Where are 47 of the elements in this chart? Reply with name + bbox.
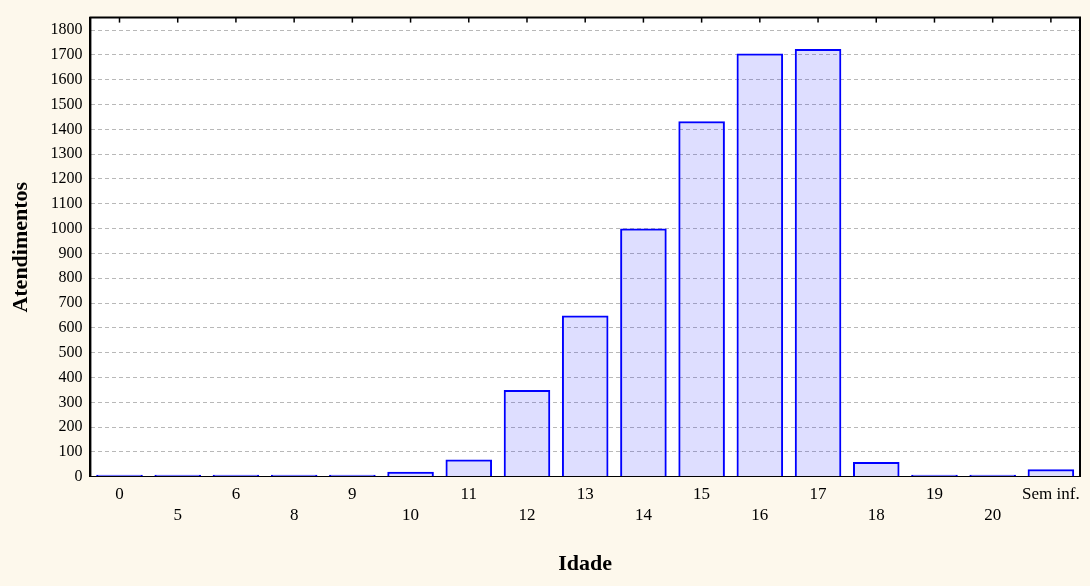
y-tick-label: 1000 bbox=[50, 218, 83, 236]
y-tick-label: 800 bbox=[58, 268, 83, 286]
y-tick-label: 1800 bbox=[50, 20, 83, 38]
bar bbox=[561, 315, 609, 477]
x-tick-label: 5 bbox=[173, 504, 182, 524]
x-tick-label: 11 bbox=[460, 484, 477, 504]
x-tick-label: 17 bbox=[809, 484, 828, 504]
y-axis-title: Atendimentos bbox=[6, 181, 32, 313]
bar bbox=[736, 53, 784, 477]
y-tick-label: 900 bbox=[58, 243, 83, 261]
y-tick-label: 1100 bbox=[50, 193, 83, 211]
x-tick-label: 10 bbox=[402, 504, 420, 524]
x-axis-title: Idade bbox=[558, 550, 613, 576]
x-tick-label: 18 bbox=[867, 504, 885, 524]
y-tick-label: 0 bbox=[74, 467, 83, 484]
y-tick-label: 1300 bbox=[50, 144, 83, 162]
y-tick-label: 1400 bbox=[50, 119, 83, 137]
y-tick-label: 500 bbox=[58, 342, 83, 360]
y-tick-label: 1600 bbox=[50, 69, 83, 87]
bar bbox=[445, 459, 493, 477]
bar bbox=[794, 49, 842, 477]
bar bbox=[852, 461, 900, 477]
x-tick-label: Sem inf. bbox=[1022, 484, 1080, 504]
y-tick-label: 700 bbox=[58, 293, 83, 311]
y-tick-label: 1200 bbox=[50, 169, 83, 187]
y-tick-label: 1700 bbox=[50, 45, 83, 63]
y-tick-label: 600 bbox=[58, 318, 83, 336]
bar bbox=[503, 389, 551, 477]
x-tick-label: 15 bbox=[693, 484, 711, 504]
x-tick-label: 20 bbox=[984, 504, 1002, 524]
y-tick-label: 400 bbox=[58, 367, 83, 385]
x-tick-label: 16 bbox=[751, 504, 769, 524]
x-tick-label: 12 bbox=[518, 504, 536, 524]
x-tick-label: 14 bbox=[634, 504, 653, 524]
x-tick-label: 9 bbox=[348, 484, 357, 504]
x-tick-label: 0 bbox=[115, 484, 124, 504]
x-tick-label: 19 bbox=[925, 484, 943, 504]
bar bbox=[678, 121, 725, 477]
y-tick-label: 100 bbox=[58, 442, 83, 460]
x-tick-label: 8 bbox=[289, 504, 299, 524]
y-tick-label: 1500 bbox=[50, 94, 83, 112]
bar bbox=[620, 228, 667, 477]
y-tick-label: 200 bbox=[58, 417, 83, 435]
bar bbox=[1027, 469, 1075, 477]
x-tick-label: 13 bbox=[576, 484, 594, 504]
x-tick-label: 6 bbox=[231, 484, 241, 504]
y-tick-label: 300 bbox=[58, 392, 83, 410]
